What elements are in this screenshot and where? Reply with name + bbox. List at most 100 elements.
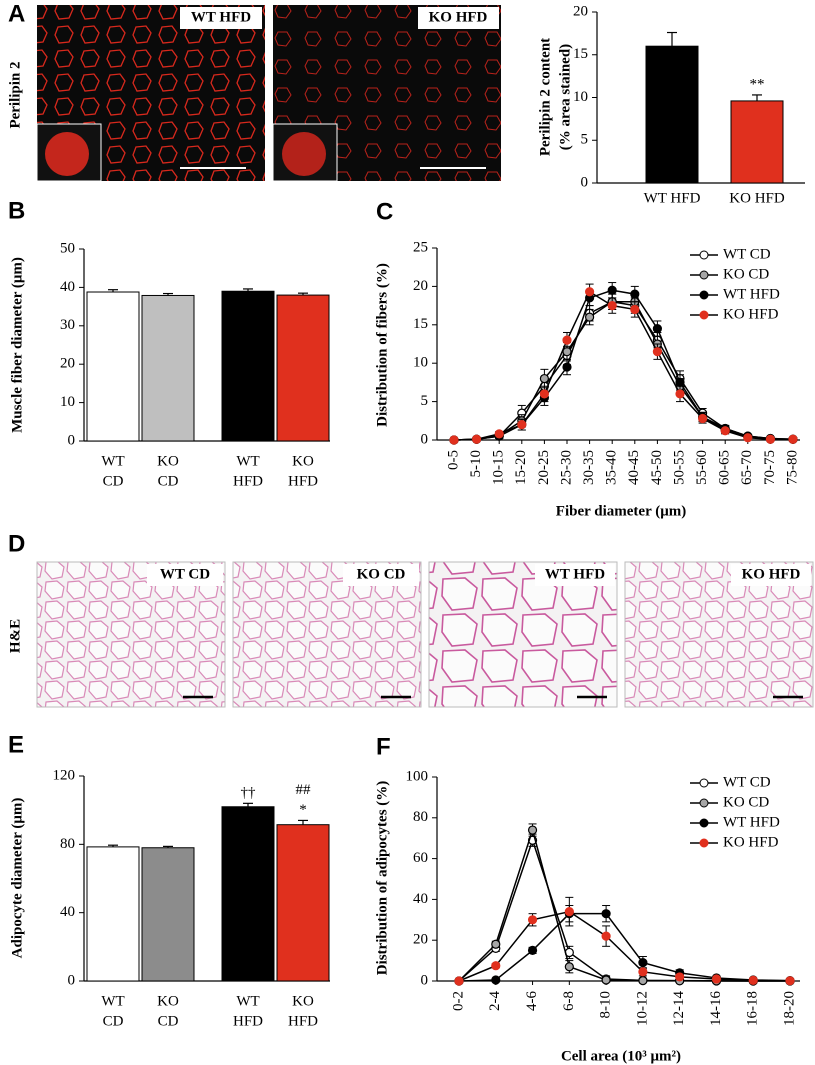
- point: [748, 975, 758, 985]
- x-tick-label: CD: [103, 473, 124, 489]
- x-tick-label: WT HFD: [644, 190, 701, 206]
- point: [720, 426, 730, 436]
- y-tick-label: 0: [421, 431, 429, 447]
- x-tick-label: 10-12: [634, 991, 650, 1026]
- point: [675, 972, 685, 982]
- y-tick-label: 80: [413, 809, 428, 825]
- panel-letter: F: [376, 733, 391, 760]
- legend-label: WT HFD: [723, 286, 780, 302]
- point: [607, 301, 617, 311]
- bar: [221, 290, 275, 442]
- point: [527, 825, 538, 835]
- y-tick-label: 5: [421, 393, 429, 409]
- bar: [276, 294, 330, 442]
- x-tick-label: 14-16: [708, 991, 724, 1026]
- point: [638, 958, 648, 968]
- y-tick-label: 40: [60, 904, 75, 920]
- point: [785, 976, 795, 986]
- micrograph: WT CD: [36, 561, 226, 708]
- point: [564, 962, 574, 972]
- image-label: KO HFD: [742, 566, 801, 582]
- micrograph: KO HFD: [624, 561, 814, 708]
- point: [494, 429, 504, 439]
- point: [601, 931, 611, 941]
- x-tick-label: 5-10: [468, 450, 484, 478]
- y-tick-label: 15: [413, 316, 428, 332]
- x-tick-label: HFD: [288, 1013, 318, 1029]
- point: [562, 362, 572, 372]
- bar: [221, 806, 275, 982]
- y-tick-label: 20: [60, 356, 75, 372]
- y-axis-label: Perilipin 2 content: [537, 38, 553, 156]
- point: [607, 285, 617, 295]
- series-line: [458, 827, 790, 982]
- point: [539, 389, 550, 399]
- y-tick-label: 0: [68, 432, 76, 448]
- x-tick-label: CD: [103, 1013, 124, 1029]
- image-label: KO CD: [357, 566, 406, 582]
- x-tick-label: KO: [292, 453, 314, 469]
- point: [765, 434, 776, 444]
- point: [539, 373, 550, 384]
- y-tick-label: 10: [60, 394, 75, 410]
- y-tick-label: 0: [68, 972, 76, 988]
- point: [711, 974, 722, 984]
- x-tick-label: CD: [158, 1013, 179, 1029]
- y-tick-label: 100: [406, 768, 429, 784]
- point: [675, 377, 685, 387]
- y-tick-label: 30: [60, 317, 75, 333]
- point: [527, 915, 538, 925]
- x-tick-label: 30-35: [581, 450, 597, 485]
- point: [584, 312, 595, 322]
- row-label: Perilipin 2: [7, 61, 23, 128]
- row-label: H&E: [7, 619, 23, 653]
- legend-marker: [699, 310, 709, 320]
- x-tick-label: 50-55: [671, 450, 687, 485]
- annotation: **: [750, 76, 765, 92]
- point: [562, 347, 572, 357]
- panel-letter: D: [8, 530, 25, 557]
- legend-label: KO HFD: [723, 834, 779, 850]
- x-tick-label: 65-70: [739, 450, 755, 485]
- point: [638, 967, 648, 977]
- bar: [276, 824, 330, 982]
- y-tick-label: 120: [53, 767, 76, 783]
- point: [449, 435, 459, 445]
- x-tick-label: 10-15: [491, 450, 507, 485]
- x-tick-label: KO: [157, 453, 179, 469]
- y-tick-label: 25: [413, 239, 428, 255]
- x-tick-label: CD: [158, 473, 179, 489]
- legend-marker: [699, 798, 709, 808]
- series-line: [458, 910, 791, 982]
- point: [630, 304, 640, 315]
- y-tick-label: 60: [413, 850, 428, 866]
- y-axis-label: Adipocyte diameter (μm): [9, 798, 25, 959]
- legend-marker: [699, 838, 709, 848]
- legend-label: KO CD: [723, 794, 769, 810]
- point: [564, 907, 574, 917]
- x-tick-label: 12-14: [671, 991, 687, 1026]
- y-tick-label: 20: [573, 3, 588, 19]
- x-tick-label: 18-20: [781, 991, 797, 1026]
- point: [584, 287, 595, 297]
- panel-letter: E: [8, 731, 24, 758]
- point: [638, 975, 648, 986]
- point: [788, 434, 798, 444]
- x-tick-label: 55-60: [694, 450, 710, 485]
- annotation: ††: [241, 785, 257, 801]
- bar: [141, 847, 195, 982]
- x-tick-label: 35-40: [604, 450, 620, 485]
- point: [491, 961, 501, 971]
- point: [491, 939, 501, 949]
- x-tick-label: 6-8: [561, 991, 577, 1011]
- bar: [730, 100, 784, 184]
- x-tick-label: WT: [236, 453, 259, 469]
- y-tick-label: 20: [413, 278, 428, 294]
- y-axis-label: Muscle fiber diameter (μm): [9, 257, 25, 433]
- legend-label: KO CD: [723, 266, 769, 282]
- point: [562, 335, 572, 345]
- series-line: [453, 300, 794, 441]
- x-tick-label: 70-75: [762, 450, 778, 485]
- bar: [86, 291, 140, 442]
